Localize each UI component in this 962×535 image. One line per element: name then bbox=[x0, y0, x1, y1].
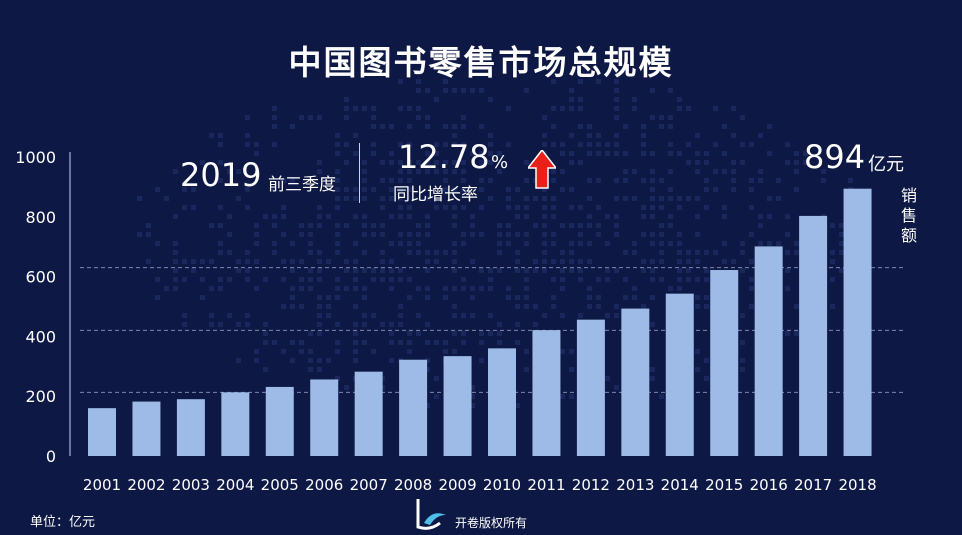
x-tick-label: 2015 bbox=[705, 476, 743, 494]
x-tick-label: 2001 bbox=[83, 476, 121, 494]
bar-2015 bbox=[710, 270, 739, 456]
x-tick-label: 2017 bbox=[794, 476, 832, 494]
publisher-logo-icon bbox=[416, 499, 446, 530]
bar-2002 bbox=[132, 401, 161, 456]
bar-2001 bbox=[88, 408, 116, 456]
y-tick-label: 1000 bbox=[15, 148, 56, 167]
bar-2006 bbox=[310, 379, 339, 456]
x-tick-label: 2010 bbox=[483, 476, 521, 494]
x-tick-label: 2011 bbox=[527, 476, 565, 494]
y-axis-label: 销售额 bbox=[900, 186, 917, 245]
bar-2017 bbox=[799, 215, 828, 456]
bar-2014 bbox=[665, 293, 694, 456]
bar-2010 bbox=[488, 348, 516, 456]
highlight-divider bbox=[359, 143, 360, 203]
y-tick-label: 400 bbox=[25, 327, 56, 346]
bar-2012 bbox=[576, 319, 605, 456]
y-tick-label: 200 bbox=[25, 387, 56, 406]
x-tick-label: 2002 bbox=[127, 476, 165, 494]
up-arrow-icon bbox=[528, 150, 556, 189]
x-tick-label: 2014 bbox=[661, 476, 699, 494]
highlight-year: 2019 bbox=[180, 156, 262, 194]
growth-rate-unit: % bbox=[491, 152, 509, 173]
unit-note: 单位：亿元 bbox=[30, 515, 96, 530]
latest-value: 894 bbox=[804, 138, 866, 176]
x-tick-label: 2013 bbox=[616, 476, 654, 494]
bar-2003 bbox=[176, 399, 205, 456]
bar-2007 bbox=[354, 371, 383, 456]
bar-2005 bbox=[265, 386, 294, 456]
x-tick-label: 2008 bbox=[394, 476, 432, 494]
x-tick-label: 2009 bbox=[438, 476, 476, 494]
x-tick-label: 2007 bbox=[350, 476, 388, 494]
highlight-year-label: 前三季度 bbox=[268, 175, 336, 195]
growth-rate-label: 同比增长率 bbox=[393, 185, 478, 205]
growth-rate-value: 12.78 bbox=[398, 138, 490, 176]
x-tick-label: 2018 bbox=[838, 476, 876, 494]
x-tick-label: 2016 bbox=[750, 476, 788, 494]
bar-2013 bbox=[621, 308, 650, 456]
copyright-text: 开卷版权所有 bbox=[455, 516, 528, 530]
bar-2016 bbox=[754, 246, 783, 456]
x-tick-label: 2003 bbox=[172, 476, 210, 494]
bar-2008 bbox=[399, 359, 428, 456]
bar-2004 bbox=[221, 392, 250, 456]
x-tick-label: 2005 bbox=[261, 476, 299, 494]
bar-2011 bbox=[532, 330, 561, 456]
bar-2018 bbox=[843, 188, 872, 456]
x-tick-label: 2012 bbox=[572, 476, 610, 494]
x-tick-label: 2006 bbox=[305, 476, 343, 494]
y-tick-label: 0 bbox=[46, 447, 56, 466]
latest-value-unit: 亿元 bbox=[868, 154, 904, 175]
page-title: 中国图书零售市场总规模 bbox=[288, 43, 674, 82]
y-tick-label: 600 bbox=[25, 268, 56, 287]
bar-2009 bbox=[443, 356, 472, 456]
y-tick-label: 800 bbox=[25, 208, 56, 227]
x-tick-label: 2004 bbox=[216, 476, 254, 494]
